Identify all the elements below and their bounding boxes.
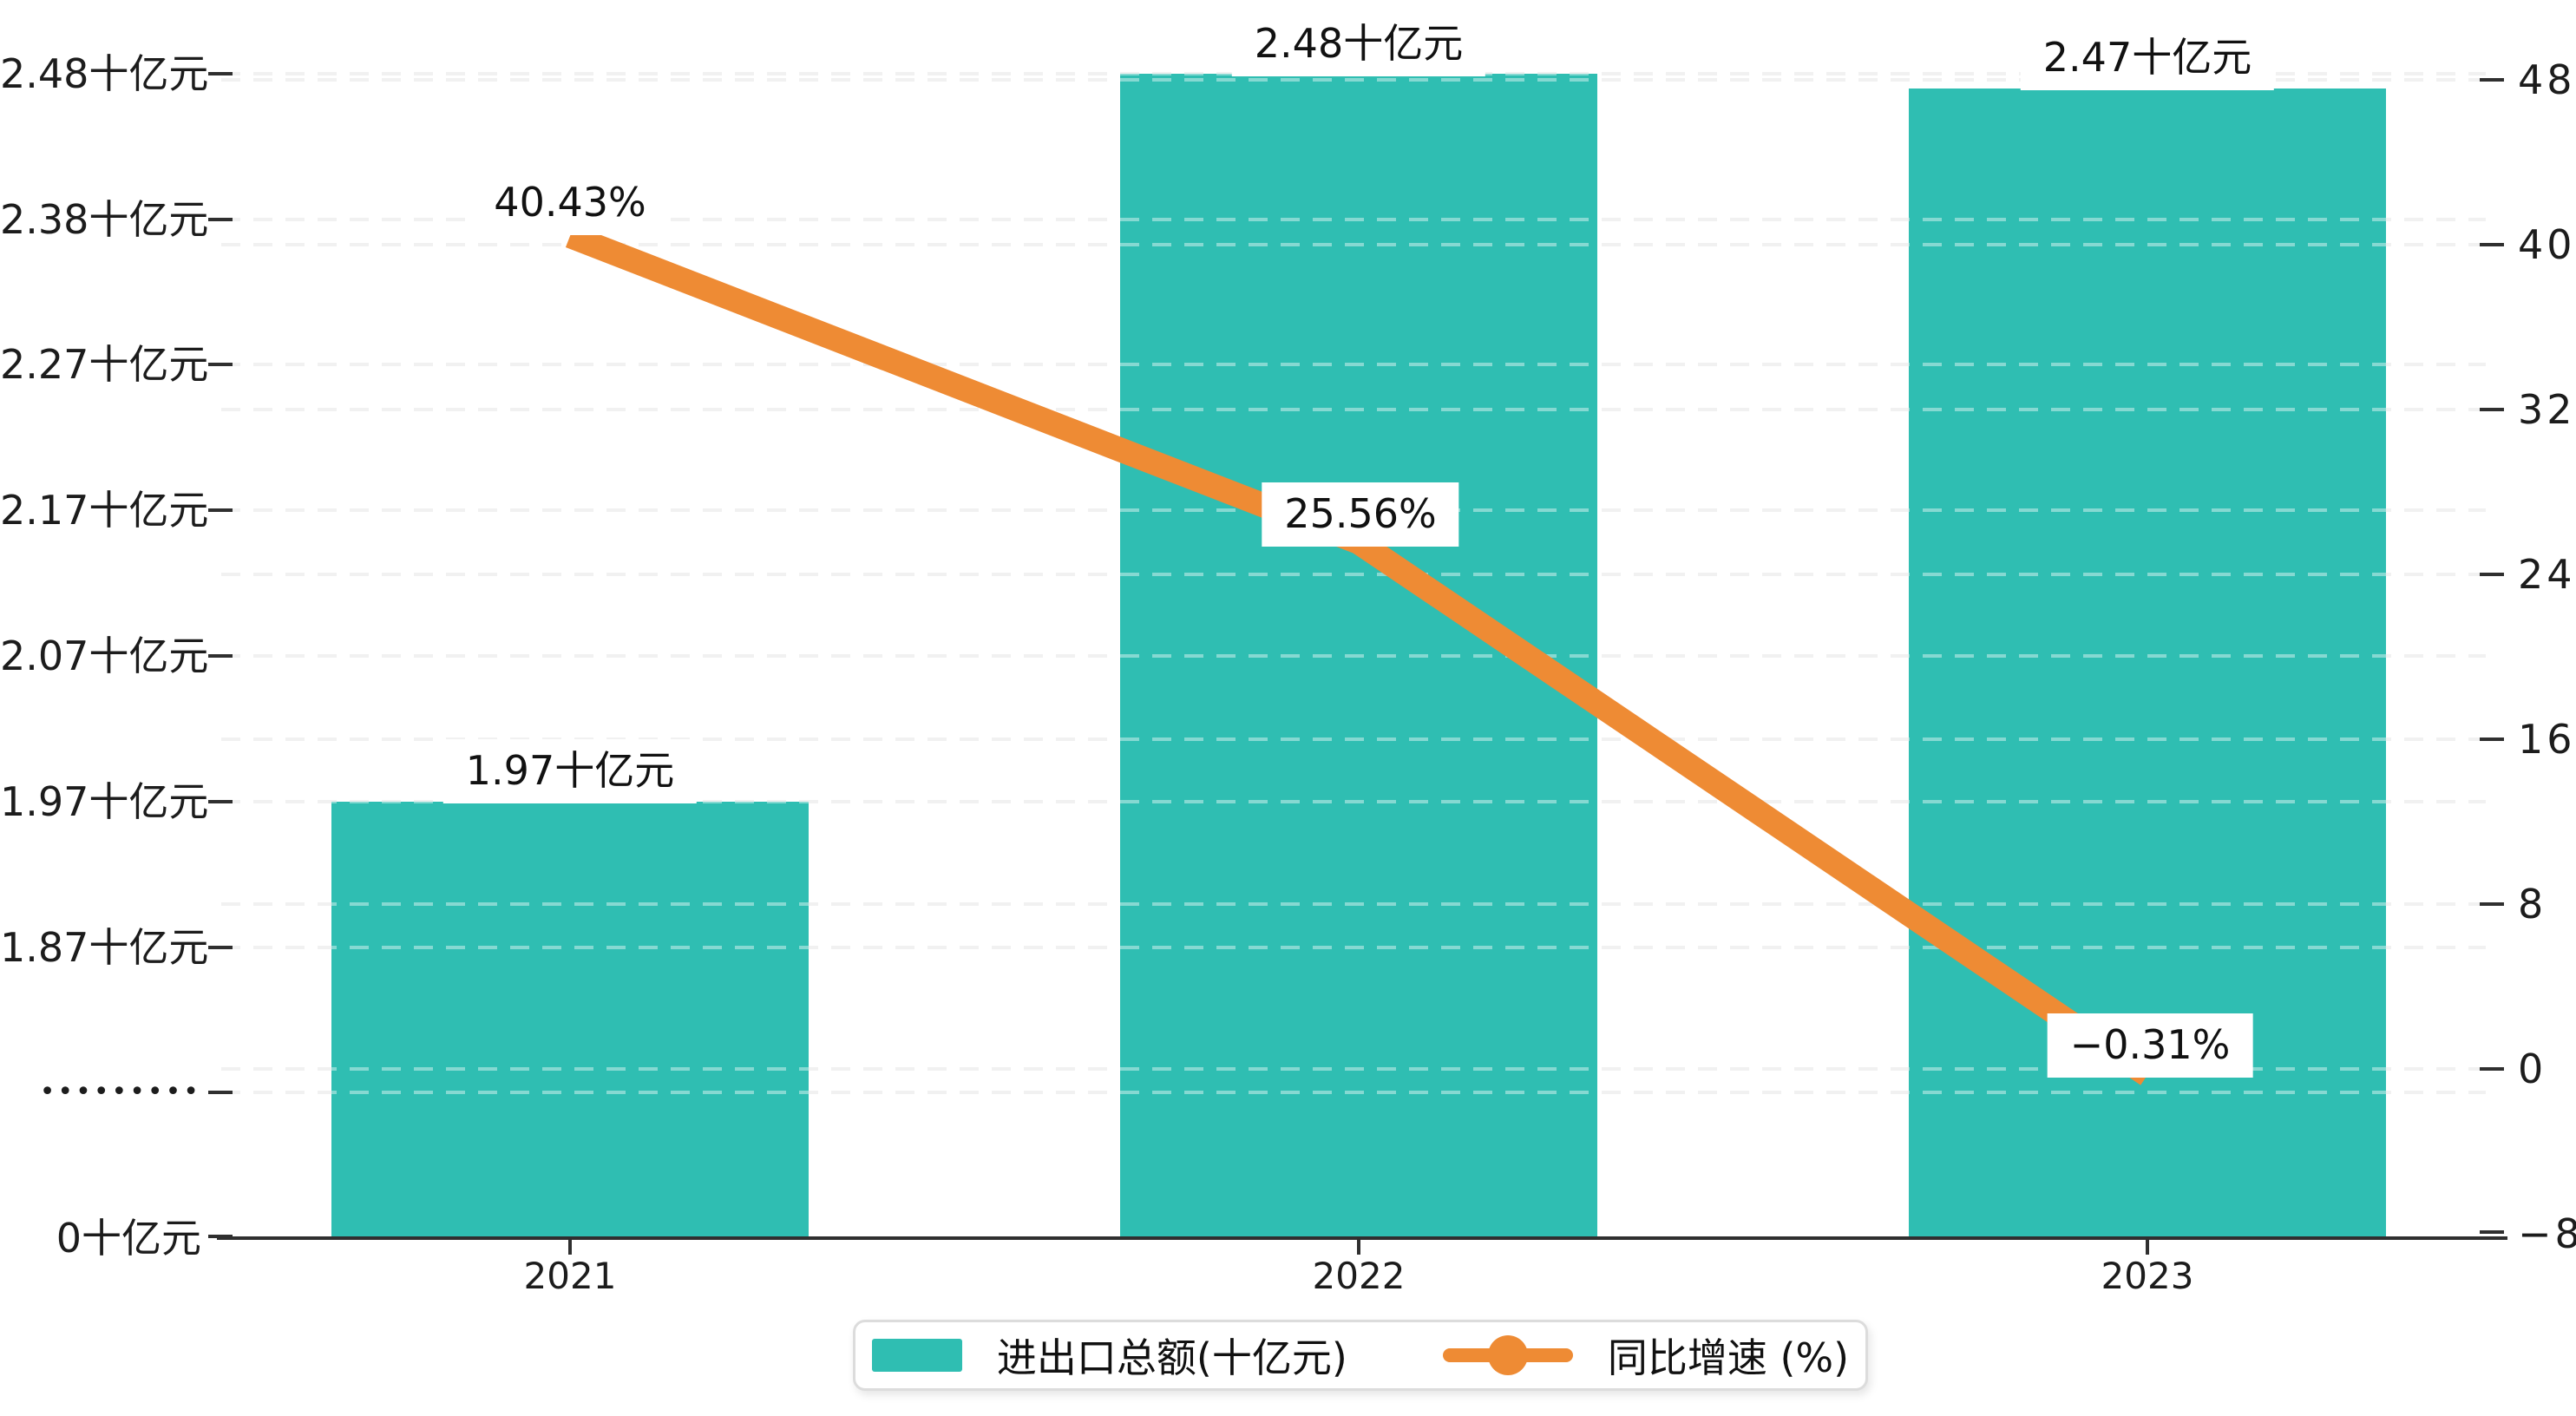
gridline-overlay	[221, 243, 2486, 246]
gridline-overlay	[221, 408, 2486, 411]
legend-label-line-series: 同比增速 (%)	[1607, 1334, 1850, 1381]
y-right-tick-label: 48	[2518, 56, 2576, 103]
bar-value-label-2023: 2.47十亿元	[2020, 26, 2275, 90]
gridline-overlay	[221, 1067, 2486, 1071]
right-tick	[2480, 408, 2504, 411]
bar-2021[interactable]	[331, 802, 809, 1238]
right-tick	[2480, 1230, 2504, 1234]
x-category-label-2021: 2021	[523, 1255, 617, 1297]
left-tick	[208, 508, 233, 512]
y-right-tick-label: 8	[2518, 881, 2547, 928]
line-value-label-2023: −0.31%	[2047, 1013, 2253, 1078]
bar-value-label-2022: 2.48十亿元	[1231, 12, 1486, 76]
right-tick	[2480, 738, 2504, 741]
line-value-label-2021: 40.43%	[471, 171, 669, 235]
line-value-label-2022: 25.56%	[1262, 482, 1459, 547]
left-tick	[208, 72, 233, 75]
y-left-tick-label: 2.07十亿元	[0, 633, 209, 679]
gridline-overlay	[221, 902, 2486, 906]
line-series-dot-icon	[1487, 1335, 1528, 1375]
y-left-tick-label: 2.17十亿元	[0, 487, 209, 534]
y-right-tick-label: 24	[2518, 551, 2576, 598]
y-right-tick-label: 16	[2518, 716, 2576, 763]
y-left-tick-label: 2.48十亿元	[0, 50, 209, 97]
y-right-tick-label: −8	[2518, 1210, 2576, 1257]
y-left-tick-label: 2.38十亿元	[0, 196, 209, 243]
x-tick	[568, 1240, 572, 1255]
right-tick	[2480, 902, 2504, 906]
y-left-tick-label: 2.27十亿元	[0, 341, 209, 388]
y-left-tick-label: 0十亿元	[56, 1215, 201, 1262]
gridline-overlay	[221, 654, 2486, 658]
left-tick	[208, 800, 233, 803]
gridline-overlay	[221, 78, 2486, 82]
gridline-overlay	[221, 946, 2486, 949]
gridline-overlay	[221, 363, 2486, 366]
x-category-label-2023: 2023	[2101, 1255, 2194, 1297]
x-tick	[2146, 1240, 2149, 1255]
legend: 进出口总额(十亿元) 同比增速 (%)	[853, 1320, 1868, 1391]
y-axis-break-mark: •••••••••	[39, 1077, 201, 1107]
legend-item-line-series[interactable]: 同比增速 (%)	[1442, 1327, 1850, 1384]
left-tick	[208, 218, 233, 221]
left-tick	[208, 1091, 233, 1094]
gridline-overlay	[221, 218, 2486, 221]
gridline-overlay	[221, 1091, 2486, 1094]
right-tick	[2480, 1067, 2504, 1071]
y-left-tick-label: 1.87十亿元	[0, 924, 209, 971]
left-tick	[208, 654, 233, 658]
legend-item-bar-series[interactable]: 进出口总额(十亿元)	[871, 1327, 1347, 1384]
right-tick	[2480, 78, 2504, 82]
gridline-overlay	[221, 738, 2486, 741]
x-category-label-2022: 2022	[1312, 1255, 1406, 1297]
y-right-tick-label: 0	[2518, 1046, 2547, 1092]
right-tick	[2480, 573, 2504, 576]
y-left-tick-label: 1.97十亿元	[0, 778, 209, 825]
bar-value-label-2021: 1.97十亿元	[442, 739, 698, 803]
left-tick	[208, 946, 233, 949]
right-tick	[2480, 243, 2504, 246]
gridline-overlay	[221, 573, 2486, 576]
y-right-tick-label: 32	[2518, 386, 2576, 433]
bar-series-swatch-icon	[871, 1339, 962, 1372]
x-tick	[1357, 1240, 1360, 1255]
line-series-swatch-icon	[1442, 1335, 1573, 1375]
x-axis-line	[217, 1236, 2507, 1240]
legend-label-bar-series: 进出口总额(十亿元)	[996, 1334, 1347, 1381]
gridline-overlay	[221, 800, 2486, 803]
left-tick	[208, 363, 233, 366]
y-right-tick-label: 40	[2518, 221, 2576, 268]
